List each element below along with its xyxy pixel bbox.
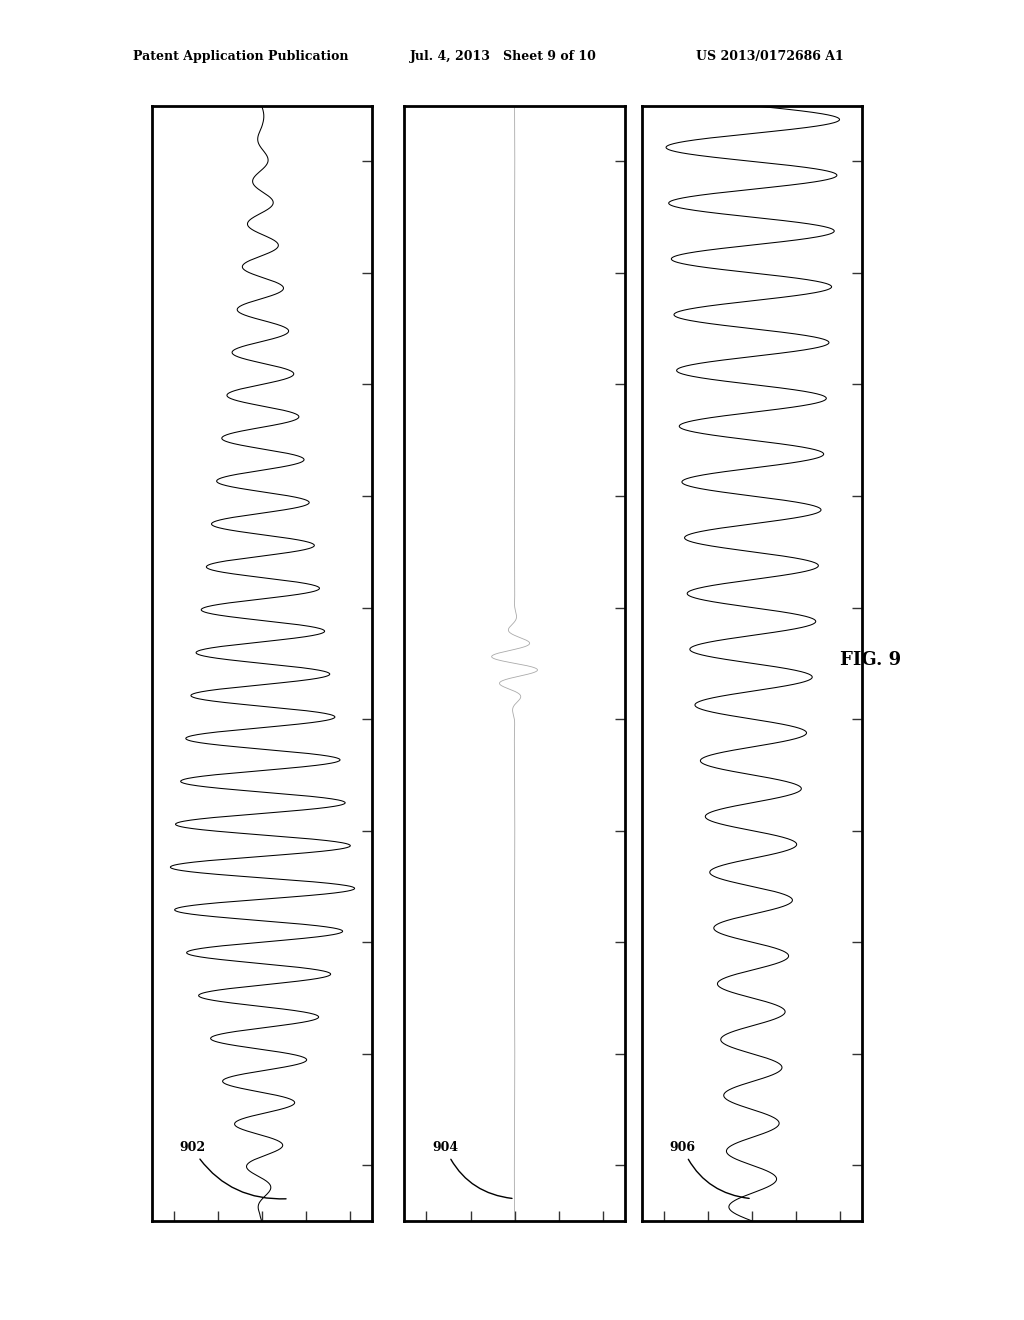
Text: US 2013/0172686 A1: US 2013/0172686 A1 [696, 50, 844, 63]
Text: 902: 902 [179, 1140, 286, 1199]
Text: 904: 904 [432, 1140, 512, 1199]
Text: Jul. 4, 2013   Sheet 9 of 10: Jul. 4, 2013 Sheet 9 of 10 [410, 50, 596, 63]
Text: FIG. 9: FIG. 9 [840, 651, 901, 669]
Text: Patent Application Publication: Patent Application Publication [133, 50, 348, 63]
Text: 906: 906 [670, 1140, 750, 1199]
